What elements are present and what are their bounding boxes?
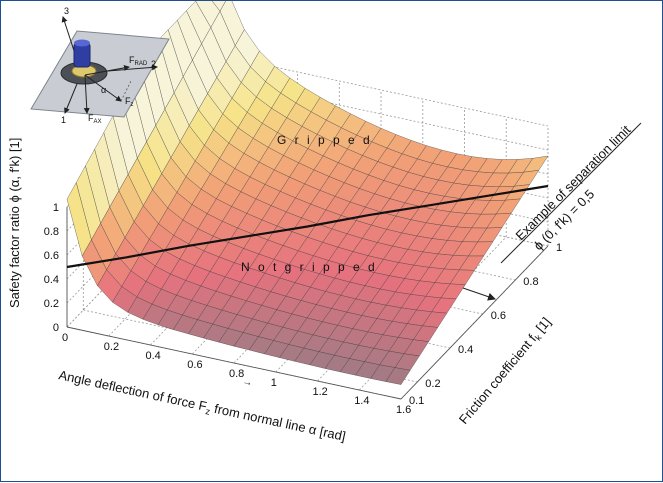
- y-tick-label: 0.4: [458, 344, 473, 356]
- x-tick-label: 0: [62, 332, 68, 344]
- inset-axis-1: [64, 78, 80, 114]
- y-tick-label: 0.6: [491, 310, 506, 322]
- inset-force-z: [84, 74, 122, 102]
- z-tick-label: 0.4: [44, 274, 59, 286]
- force-schematic-inset: 3 2 1 FRAD Fz FAX α: [30, 6, 170, 125]
- inset-force-rad: [84, 64, 130, 76]
- y-tick-label: 1: [556, 242, 562, 254]
- y-axis-line: [400, 245, 549, 400]
- not-gripped-label: N o t g r i p p e d: [241, 260, 377, 274]
- surface-cell: [385, 367, 411, 385]
- z-tick-label: 0: [53, 322, 59, 334]
- gripped-label: G r i p p e d: [277, 133, 372, 147]
- x-tick-label: 0.4: [146, 350, 161, 362]
- inset-axis-1-label: 1: [61, 115, 66, 125]
- x-tick-label: 1: [271, 377, 277, 389]
- floor-gridline-x: [358, 236, 507, 391]
- x-tick-label: 1.6: [396, 404, 411, 416]
- separation-limit-curve: [66, 184, 549, 269]
- inset-actuator: [73, 42, 91, 68]
- z-axis-label: Safety factor ratio ϕ (α, f′k) [1]: [7, 138, 22, 308]
- y-tick-label: 0.2: [425, 378, 440, 390]
- z-tick-label: 0.8: [44, 226, 59, 238]
- inset-fz-label: Fz: [125, 96, 134, 108]
- z-tick-label: 1: [53, 202, 59, 214]
- x-tick-label: 1.4: [354, 395, 369, 407]
- z-tick-label: 0.2: [44, 298, 59, 310]
- surface-mesh: [66, 1, 549, 385]
- x-tick-label: 1.2: [313, 386, 328, 398]
- y-tick-label: 0.8: [523, 276, 538, 288]
- x-tick-label: 0.6: [187, 359, 202, 371]
- annotation-leader-line: [500, 122, 642, 264]
- x-tick-label: 0.2: [104, 341, 119, 353]
- z-tick-labels: 0 0.2 0.4 0.6 0.8 1: [44, 202, 59, 334]
- x-axis-label: Angle deflection of force Fz from normal…: [57, 367, 347, 446]
- x-label-vector-arrow: →: [241, 376, 253, 389]
- x-axis-line: [66, 326, 402, 400]
- x-tick-label: 0.8: [229, 368, 244, 380]
- inset-alpha-label: α: [101, 85, 106, 95]
- inset-axis-2-label: 2: [151, 59, 156, 69]
- y-tick-labels: 0.10.2 0.4 0.6 0.8 1: [409, 242, 562, 407]
- x-tick-labels: 0 0.2 0.4 0.6 0.8 1 1.2 1.4 1.6: [62, 332, 411, 416]
- annotation-arrow: [462, 287, 496, 301]
- y-tick-label: 0.1: [409, 395, 424, 407]
- inset-actuator-top: [74, 39, 90, 47]
- inset-axis-3-label: 3: [64, 6, 69, 16]
- inset-force-ax: [83, 74, 90, 114]
- y-axis-label: Friction coefficient fk [1]: [456, 314, 555, 428]
- z-tick-label: 0.6: [44, 250, 59, 262]
